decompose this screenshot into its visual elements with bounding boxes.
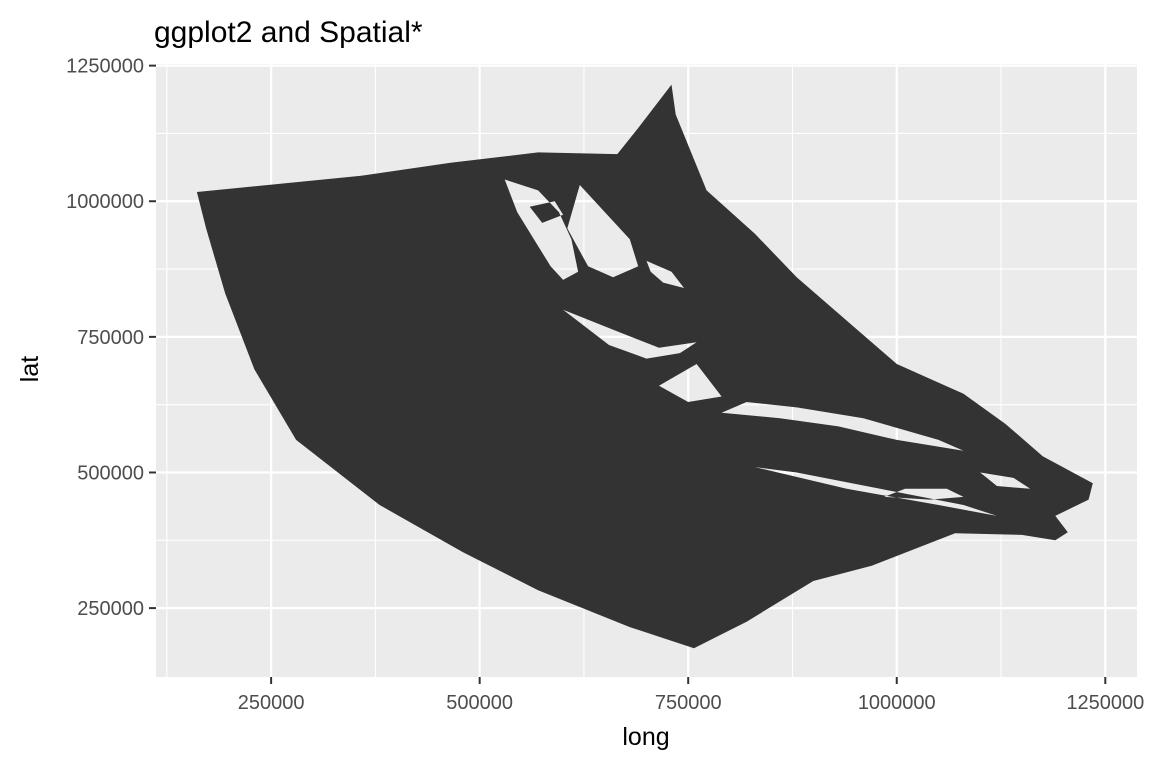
x-tick-label: 250000 xyxy=(238,692,305,714)
x-axis-title: long xyxy=(622,723,669,751)
x-tick-label: 500000 xyxy=(446,692,513,714)
y-tick-label: 250000 xyxy=(77,598,144,620)
y-tick-label: 750000 xyxy=(77,327,144,349)
y-tick-label: 500000 xyxy=(77,462,144,484)
x-axis: 250000 500000 750000 1000000 1250000 xyxy=(238,677,1144,714)
spatial-polygon xyxy=(196,84,1093,649)
chart-title: ggplot2 and Spatial* xyxy=(154,16,423,49)
x-tick-label: 1000000 xyxy=(858,692,936,714)
y-axis-title: lat xyxy=(16,356,44,382)
y-axis: 250000 500000 750000 1000000 1250000 xyxy=(66,56,156,620)
y-tick-label: 1000000 xyxy=(66,191,144,213)
x-tick-label: 1250000 xyxy=(1066,692,1144,714)
y-tick-label: 1250000 xyxy=(66,56,144,78)
x-tick-label: 750000 xyxy=(655,692,722,714)
